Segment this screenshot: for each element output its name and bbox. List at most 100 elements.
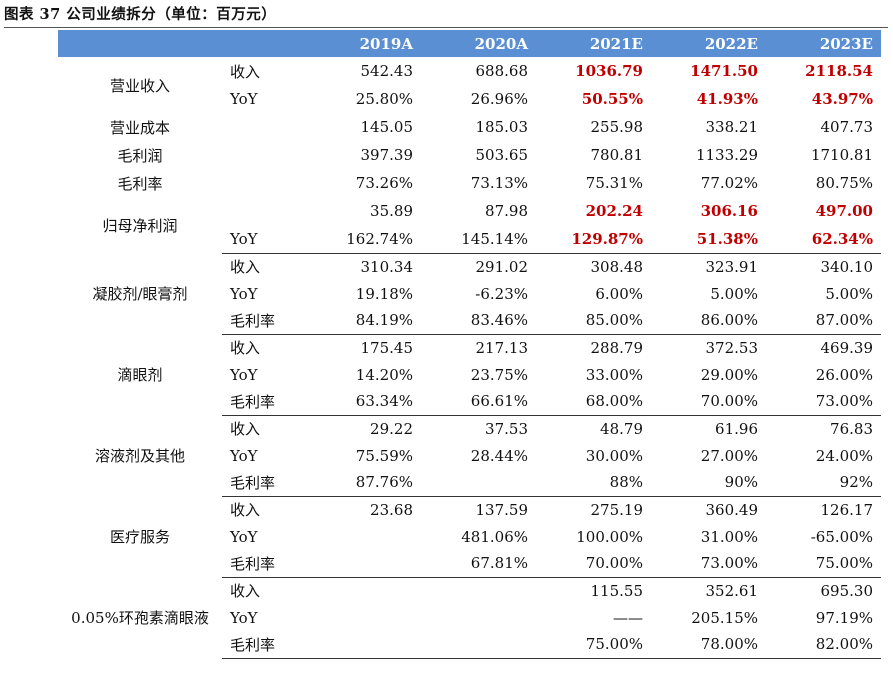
table-cell: 1710.81: [810, 146, 873, 164]
table-cell: 61.96: [715, 419, 758, 438]
table-row: 毛利润 397.39 503.65 780.81 1133.29 1710.81: [58, 141, 881, 169]
table-row: 毛利率 84.19% 83.46% 85.00% 86.00% 87.00%: [58, 307, 881, 335]
metric-label: 收入: [230, 258, 261, 277]
table-cell: 87.98: [485, 202, 528, 220]
table-cell: 66.61%: [421, 388, 536, 416]
table-row: YoY 19.18% -6.23% 6.00% 5.00% 5.00%: [58, 280, 881, 307]
table-cell: 126.17: [820, 500, 874, 519]
table-cell: [421, 469, 536, 497]
header-year: 2021E: [536, 30, 651, 57]
table-cell: 43.97%: [811, 90, 873, 108]
table-cell: 688.68: [475, 62, 529, 80]
table-row: 毛利率 73.26% 73.13% 75.31% 77.02% 80.75%: [58, 169, 881, 197]
table-cell: 33.00%: [585, 365, 643, 384]
table-cell: 97.19%: [815, 608, 873, 627]
table-cell: 41.93%: [696, 90, 758, 108]
table-cell: 288.79: [590, 338, 644, 357]
metric-label: [222, 169, 306, 197]
metric-label: [222, 113, 306, 141]
table-cell: 73.26%: [355, 174, 413, 192]
table-cell: [421, 604, 536, 631]
table-cell: 497.00: [815, 202, 873, 220]
table-cell: 88%: [536, 469, 651, 497]
metric-label: 毛利率: [222, 469, 306, 497]
table-cell: 85.00%: [536, 307, 651, 335]
table-cell: 75.31%: [585, 174, 643, 192]
table-cell: 73.00%: [651, 550, 766, 578]
table-cell: 27.00%: [700, 446, 758, 465]
segment-label: 医疗服务: [109, 528, 170, 546]
table-cell: 26.00%: [815, 365, 873, 384]
table-cell: 255.98: [590, 118, 644, 136]
table-cell: 310.34: [360, 257, 414, 276]
table-row: YoY —— 205.15% 97.19%: [58, 604, 881, 631]
metric-label: 收入: [230, 339, 261, 358]
table-cell: 25.80%: [355, 90, 413, 108]
table-cell: 24.00%: [815, 446, 873, 465]
table-cell: 6.00%: [595, 284, 643, 303]
metric-label: [222, 141, 306, 169]
table-row: YoY 481.06% 100.00% 31.00% -65.00%: [58, 523, 881, 550]
table-cell: 90%: [651, 469, 766, 497]
table-row: 滴眼剂 收入 175.45 217.13 288.79 372.53 469.39: [58, 334, 881, 384]
table-cell: -65.00%: [810, 527, 873, 546]
header-year: 2023E: [766, 30, 881, 57]
table-cell: 115.55: [590, 581, 644, 600]
metric-label: YoY: [230, 527, 258, 546]
metric-label: YoY: [230, 284, 258, 303]
table-cell: 68.00%: [536, 388, 651, 416]
table-cell: 145.05: [360, 118, 414, 136]
table-cell: 37.53: [485, 419, 528, 438]
table-cell: 29.00%: [700, 365, 758, 384]
metric-label: 收入: [230, 420, 261, 439]
table-cell: 14.20%: [355, 365, 413, 384]
metric-label: YoY: [230, 608, 258, 627]
row-label: 营业成本: [109, 118, 170, 137]
table-cell: 352.61: [705, 581, 759, 600]
table-cell: 407.73: [820, 118, 874, 136]
table-cell: 469.39: [820, 338, 874, 357]
metric-label: 毛利率: [222, 307, 306, 335]
table-cell: 205.15%: [691, 608, 758, 627]
table-cell: 5.00%: [825, 284, 873, 303]
table-cell: 77.02%: [700, 174, 758, 192]
table-cell: 70.00%: [651, 388, 766, 416]
table-cell: 48.79: [600, 419, 643, 438]
table-row: 医疗服务 收入 23.68 137.59 275.19 360.49 126.17: [58, 496, 881, 546]
table-row: 毛利率 75.00% 78.00% 82.00%: [58, 631, 881, 659]
table-cell: 87.76%: [306, 469, 421, 497]
metric-label: 收入: [230, 62, 261, 81]
table-cell: 84.19%: [306, 307, 421, 335]
table-cell: 340.10: [820, 257, 874, 276]
table-cell: 87.00%: [766, 307, 881, 335]
table-cell: 291.02: [475, 257, 529, 276]
table-cell: 275.19: [590, 500, 644, 519]
table-cell: 397.39: [360, 146, 414, 164]
table-cell: [421, 631, 536, 659]
table-row: 毛利率 87.76% 88% 90% 92%: [58, 469, 881, 497]
table-cell: 35.89: [370, 202, 413, 220]
table-cell: [306, 523, 421, 550]
table-cell: 217.13: [475, 338, 529, 357]
table-cell: 323.91: [705, 257, 759, 276]
table-cell: 75.00%: [766, 550, 881, 578]
table-row: 0.05%环孢素滴眼液 收入 115.55 352.61 695.30: [58, 577, 881, 627]
table-cell: 2118.54: [805, 62, 873, 80]
table-cell: 308.48: [590, 257, 644, 276]
table-row: YoY 25.80% 26.96% 50.55% 41.93% 43.97%: [58, 85, 881, 113]
segment-label: 凝胶剂/眼膏剂: [92, 285, 188, 303]
table-cell: 80.75%: [815, 174, 873, 192]
table-row: YoY 14.20% 23.75% 33.00% 29.00% 26.00%: [58, 361, 881, 388]
table-cell: 76.83: [830, 419, 873, 438]
table-cell: 63.34%: [306, 388, 421, 416]
table-cell: 75.00%: [536, 631, 651, 659]
table-cell: 73.13%: [470, 174, 528, 192]
table-cell: 780.81: [590, 146, 644, 164]
table-row: 凝胶剂/眼膏剂 收入 310.34 291.02 308.48 323.91 340.10: [58, 253, 881, 303]
table-cell: 23.75%: [470, 365, 528, 384]
segment-label: 0.05%环孢素滴眼液: [71, 609, 209, 627]
header-row: 2019A 2020A 2021E 2022E 2023E: [58, 30, 881, 57]
table-cell: [306, 604, 421, 631]
table-cell: [306, 577, 421, 604]
table-cell: 23.68: [370, 500, 413, 519]
